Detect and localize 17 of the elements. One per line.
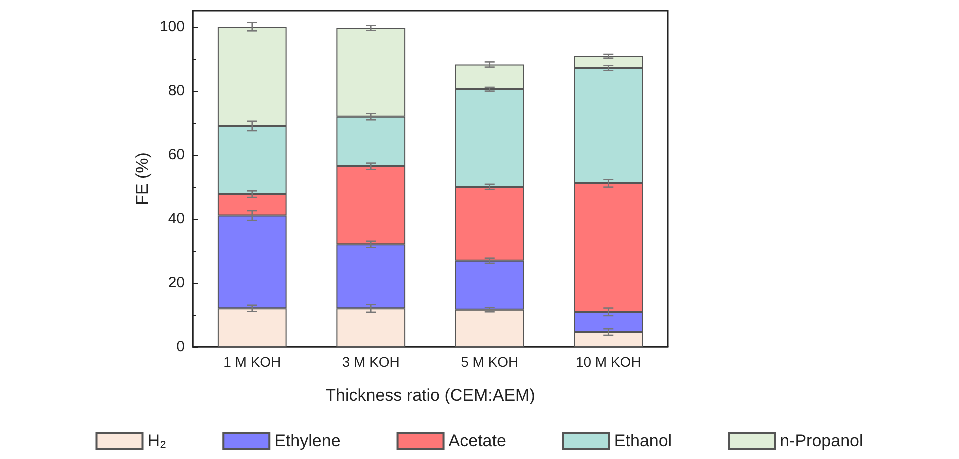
x-tick-label: 5 M KOH bbox=[461, 354, 519, 370]
legend-label: Ethylene bbox=[274, 432, 341, 450]
x-tick-label: 1 M KOH bbox=[224, 354, 282, 370]
y-tick-label: 40 bbox=[168, 210, 185, 228]
x-tick-label: 3 M KOH bbox=[342, 354, 400, 370]
legend-label: n-Propanol bbox=[780, 432, 864, 450]
y-axis-title: FE (%) bbox=[133, 152, 152, 206]
legend-label: H₂ bbox=[148, 432, 167, 450]
y-tick-label: 20 bbox=[168, 274, 185, 292]
y-tick-label: 0 bbox=[176, 338, 185, 356]
y-tick-label: 100 bbox=[160, 18, 185, 36]
x-axis-title: Thickness ratio (CEM:AEM) bbox=[326, 386, 536, 405]
legend-label: Acetate bbox=[448, 432, 506, 450]
legend-label: Ethanol bbox=[614, 432, 672, 450]
y-tick-label: 60 bbox=[168, 146, 185, 164]
x-tick-label: 10 M KOH bbox=[576, 354, 642, 370]
y-tick-label: 80 bbox=[168, 82, 185, 100]
